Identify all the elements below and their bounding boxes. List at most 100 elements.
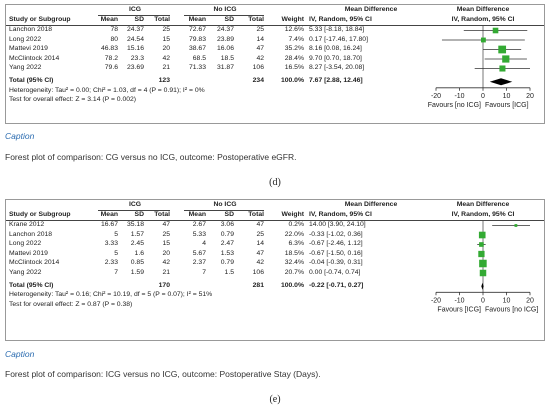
exp-mean-value: 2.33 (104, 259, 118, 266)
ctrl-mean-header: Mean (188, 16, 206, 23)
exp-sd-value: 1.59 (130, 268, 144, 276)
exp-total-value: 21 (162, 64, 170, 71)
ctrl-total-value: 106 (252, 64, 264, 71)
study-column-header: Study or Subgroup (9, 211, 71, 218)
study-name: Lanchon 2018 (9, 230, 53, 238)
ctrl-sd-value: 2.47 (220, 240, 234, 247)
ctrl-mean-value: 7 (202, 268, 206, 276)
heterogeneity-text: Heterogeneity: Tau² = 0.00; Chi² = 1.03,… (9, 86, 205, 94)
exp-total-header: Total (154, 16, 170, 23)
favours-right-label: Favours [ICG] (485, 102, 529, 109)
exp-sd-value: 24.37 (126, 26, 144, 33)
md-method-header: IV, Random, 95% CI (309, 211, 372, 218)
exp-mean-header: Mean (100, 211, 118, 218)
ctrl-sd-header: SD (224, 16, 234, 23)
weight-value: 6.3% (288, 240, 305, 247)
exp-mean-value: 7 (114, 268, 118, 276)
ctrl-mean-value: 38.67 (188, 45, 206, 52)
exp-mean-value: 3.33 (104, 240, 118, 247)
panel-label: (d) (269, 177, 281, 188)
ctrl-mean-value: 72.67 (188, 26, 206, 33)
study-point-marker (478, 250, 485, 258)
study-name: Long 2022 (9, 35, 42, 43)
x-axis-tick-label: 10 (503, 297, 511, 304)
total-exp-n: 170 (158, 281, 170, 289)
exp-mean-value: 46.83 (100, 45, 118, 52)
study-point-marker (478, 231, 486, 239)
pooled-effect-diamond (481, 282, 484, 290)
ctrl-total-value: 106 (252, 268, 264, 276)
ctrl-sd-value: 18.5 (220, 54, 234, 62)
exp-mean-header: Mean (100, 16, 118, 23)
mean-difference-value: -0.67 [-2.46, 1.12] (309, 240, 363, 247)
total-label: Total (95% CI) (9, 77, 54, 85)
exp-total-value: 20 (162, 249, 170, 257)
exp-total-header: Total (154, 211, 170, 218)
x-axis-tick-label: 20 (526, 93, 534, 100)
ctrl-mean-value: 68.5 (192, 54, 206, 62)
exp-mean-value: 16.67 (100, 221, 118, 228)
ctrl-sd-value: 24.37 (216, 26, 234, 33)
x-axis-tick-label: 10 (503, 93, 511, 100)
ctrl-total-value: 25 (256, 26, 264, 33)
exp-group-header: ICG (128, 6, 142, 13)
study-point-marker (502, 55, 510, 63)
caption-label: Caption (5, 131, 35, 141)
weight-value: 28.4% (284, 54, 304, 62)
md-method-header: IV, Random, 95% CI (309, 16, 372, 23)
total-exp-n: 123 (158, 77, 170, 85)
forest-plot-graphic: -20 -10 0 10 20 Favours [ICG] Favours [no ICG] (431, 221, 538, 313)
ctrl-total-value: 47 (256, 249, 264, 257)
overall-effect-text: Test for overall effect: Z = 3.14 (P = 0… (9, 96, 137, 104)
weight-value: 16.5% (284, 64, 304, 71)
exp-mean-value: 79.6 (104, 64, 118, 71)
favours-right-label: Favours [no ICG] (485, 306, 538, 313)
x-axis-tick-label: -20 (431, 297, 441, 304)
weight-value: 12.6% (284, 26, 304, 33)
heterogeneity-text: Heterogeneity: Tau² = 0.16; Chi² = 10.19… (9, 291, 213, 299)
header-divider (6, 220, 544, 221)
exp-sd-value: 15.16 (126, 45, 144, 52)
ctrl-mean-value: 2.67 (192, 221, 206, 228)
exp-mean-value: 78.2 (104, 54, 118, 62)
weight-value: 32.4% (284, 259, 304, 266)
study-point-marker (479, 242, 484, 247)
study-point-marker (499, 65, 506, 72)
caption-text: Forest plot of comparison: CG versus no … (5, 152, 297, 162)
study-name: Long 2022 (9, 240, 42, 247)
exp-sd-header: SD (134, 16, 144, 23)
weight-value: 7.4% (288, 35, 305, 43)
forest-plot-box: ICG No ICG Mean Difference Mean Differen… (5, 199, 545, 341)
x-axis-tick-label: 20 (526, 297, 534, 304)
ctrl-total-value: 14 (256, 35, 264, 43)
ctrl-total-value: 42 (256, 54, 264, 62)
x-axis-tick-label: 0 (481, 297, 485, 304)
total-weight: 100.0% (280, 77, 304, 85)
study-point-marker (492, 27, 499, 34)
mean-difference-value: 14.00 [3.90, 24.10] (309, 221, 366, 228)
x-axis-tick-label: -10 (454, 297, 464, 304)
mean-difference-value: -0.33 [-1.02, 0.36] (309, 230, 363, 238)
weight-header: Weight (281, 211, 304, 218)
mean-difference-value: 8.27 [-3.54, 20.08] (309, 64, 365, 71)
exp-group-header: ICG (128, 201, 142, 208)
ctrl-group-header: No ICG (213, 201, 237, 208)
weight-value: 18.5% (284, 249, 304, 257)
exp-total-value: 25 (162, 230, 170, 238)
exp-mean-value: 80 (110, 35, 118, 43)
exp-total-value: 47 (162, 221, 170, 228)
x-axis-tick-label: -10 (454, 93, 464, 100)
md-graph-method-header: IV, Random, 95% CI (451, 211, 515, 218)
ctrl-group-underline (184, 210, 264, 211)
exp-total-value: 25 (162, 26, 170, 33)
favours-left-label: Favours [no ICG] (428, 102, 481, 109)
ctrl-mean-value: 2.37 (192, 259, 206, 266)
forest-plot-panel-e: ICG No ICG Mean Difference Mean Differen… (0, 195, 550, 407)
study-point-marker (480, 37, 486, 43)
forest-plot-graphic: -20 -10 0 10 20 Favours [no ICG] Favours [ICG] (428, 26, 534, 109)
md-title-header: Mean Difference (344, 6, 398, 13)
total-mean-difference: -0.22 [-0.71, 0.27] (309, 281, 364, 289)
md-graph-title-header: Mean Difference (456, 201, 510, 208)
weight-value: 0.2% (288, 221, 305, 228)
exp-total-value: 42 (162, 259, 170, 266)
